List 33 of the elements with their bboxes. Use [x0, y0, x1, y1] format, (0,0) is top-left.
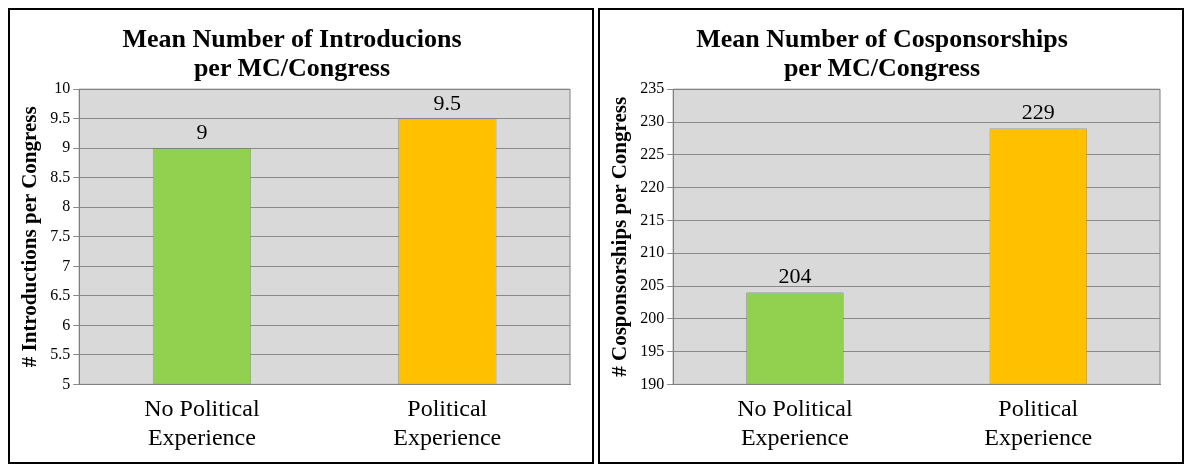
- y-tick-label: 6.5: [50, 286, 71, 304]
- y-tick-label: 210: [640, 243, 665, 261]
- y-tick-label: 205: [640, 276, 665, 294]
- chart-title: Mean Number of Cosponsorships per MC/Congress: [696, 24, 1068, 82]
- y-tick-label: 215: [640, 210, 665, 228]
- y-tick-label: 235: [640, 79, 665, 97]
- y-tick-label: 230: [640, 112, 665, 130]
- y-tick-label: 6: [62, 315, 71, 333]
- x-tick-label: Political Experience: [984, 395, 1093, 450]
- y-tick-label: 8.5: [50, 167, 71, 185]
- y-tick-label: 225: [640, 145, 665, 162]
- y-tick-label: 190: [640, 374, 665, 392]
- data-label: 9.5: [433, 89, 462, 115]
- y-tick-label: 10: [54, 79, 71, 97]
- data-label: 204: [778, 263, 812, 289]
- x-tick-label: No Political Experience: [737, 395, 853, 450]
- y-tick-label: 5: [62, 374, 71, 392]
- y-tick-label: 195: [640, 341, 665, 359]
- y-tick-label: 9.5: [50, 108, 71, 126]
- y-tick-label: 9: [62, 138, 71, 156]
- y-tick-label: 7.5: [50, 227, 71, 244]
- x-tick-label: No Political Experience: [144, 395, 260, 450]
- y-tick-label: 220: [640, 177, 665, 195]
- x-tick-label: Political Experience: [393, 395, 502, 450]
- y-axis-title: # Cosponsorships per Congress: [607, 96, 632, 377]
- data-label: 229: [1021, 99, 1055, 125]
- y-tick-label: 7: [62, 256, 71, 274]
- data-label: 9: [196, 119, 208, 145]
- y-tick-label: 5.5: [50, 345, 71, 363]
- y-axis-title: # Introductions per Congress: [17, 106, 42, 368]
- y-tick-label: 8: [62, 197, 71, 215]
- chart-title: Mean Number of Introducions per MC/Congress: [122, 24, 462, 82]
- y-tick-label: 200: [640, 309, 665, 326]
